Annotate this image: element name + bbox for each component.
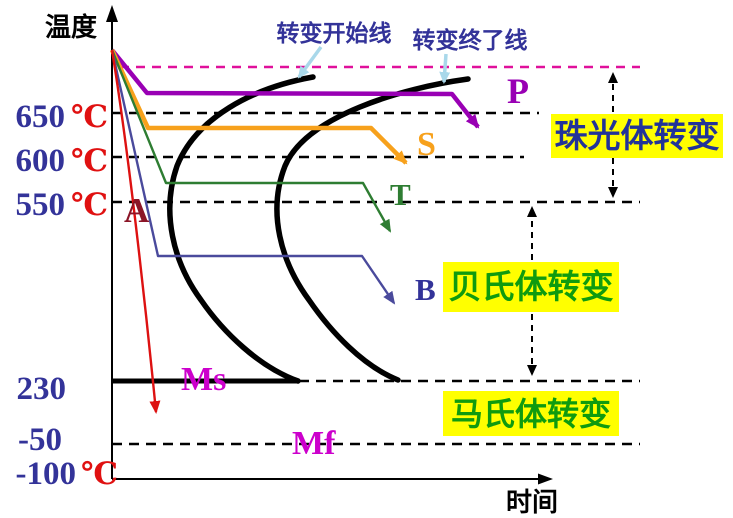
label-s: S bbox=[417, 126, 436, 163]
martensite-region-label: 马氏体转变 bbox=[451, 396, 611, 432]
tick-minus50: -50 bbox=[18, 422, 62, 458]
cooling-curve-s bbox=[109, 49, 408, 165]
x-axis-title: 时间 bbox=[506, 487, 558, 517]
end-line-annotation: 转变终了线 bbox=[413, 27, 528, 53]
tick-550: 550 bbox=[16, 187, 66, 223]
cooling-curve-b bbox=[110, 49, 396, 305]
label-a: A bbox=[124, 191, 150, 230]
tick-650-unit: ℃ bbox=[71, 99, 108, 134]
cooling-curve-p bbox=[110, 48, 480, 129]
label-ms: Ms bbox=[181, 361, 226, 398]
tick-minus100-unit: ℃ bbox=[81, 456, 118, 491]
tick-650: 650 bbox=[16, 99, 66, 135]
x-axis-arrowhead bbox=[538, 473, 553, 485]
transformation-end-curve bbox=[274, 76, 471, 383]
tick-230: 230 bbox=[17, 371, 67, 407]
tick-minus100: -100 bbox=[16, 456, 77, 492]
label-mf: Mf bbox=[292, 425, 336, 462]
tick-600-unit: ℃ bbox=[71, 143, 108, 178]
start-line-pointer-arrow bbox=[297, 45, 323, 79]
bainite-region-label: 贝氏体转变 bbox=[449, 268, 614, 305]
label-p: P bbox=[507, 71, 529, 111]
cooling-curve-t bbox=[110, 49, 392, 233]
tick-550-unit: ℃ bbox=[71, 187, 108, 222]
label-b: B bbox=[415, 272, 436, 307]
pearlite-region-box bbox=[551, 114, 723, 158]
martensite-region-box bbox=[443, 391, 619, 436]
bainite-region-box bbox=[443, 262, 619, 312]
y-axis-title: 温度 bbox=[45, 12, 97, 42]
cooling-curve-quench bbox=[110, 49, 161, 414]
start-line-annotation: 转变开始线 bbox=[277, 20, 392, 46]
tick-600: 600 bbox=[16, 143, 66, 179]
end-line-pointer-arrow bbox=[439, 53, 451, 84]
transformation-start-curve bbox=[167, 74, 316, 384]
y-axis-arrowhead bbox=[106, 5, 118, 22]
pearlite-region-label: 珠光体转变 bbox=[555, 117, 720, 154]
label-t: T bbox=[390, 177, 411, 212]
